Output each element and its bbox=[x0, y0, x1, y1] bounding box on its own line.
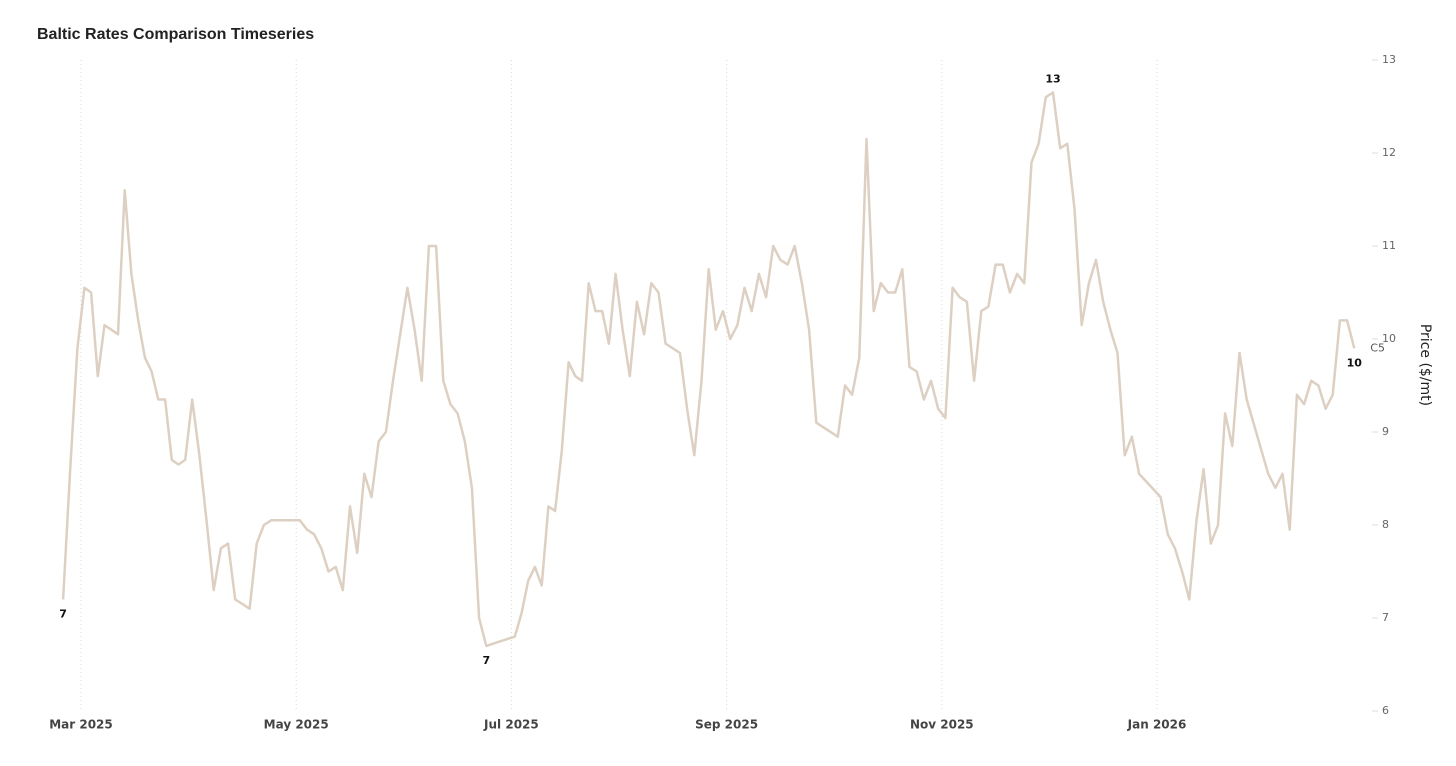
y-tick-label: 9 bbox=[1382, 425, 1389, 438]
y-tick-label: 10 bbox=[1382, 332, 1396, 345]
data-label: 10 bbox=[1347, 356, 1363, 369]
y-axis-label: Price ($/mt) bbox=[1417, 324, 1433, 406]
y-tick-label: 13 bbox=[1382, 53, 1396, 66]
data-label: 7 bbox=[59, 607, 67, 620]
x-tick-label: Jan 2026 bbox=[1127, 718, 1187, 732]
x-tick-label: Mar 2025 bbox=[49, 718, 113, 732]
x-tick-label: Nov 2025 bbox=[910, 718, 974, 732]
x-tick-label: Sep 2025 bbox=[695, 718, 758, 732]
y-tick-label: 8 bbox=[1382, 518, 1389, 531]
y-tick-label: 12 bbox=[1382, 146, 1396, 159]
y-tick-label: 7 bbox=[1382, 611, 1389, 624]
data-label: 13 bbox=[1045, 73, 1060, 86]
series-line bbox=[61, 91, 1356, 648]
y-tick-label: 11 bbox=[1382, 239, 1396, 252]
y-tick-label: 6 bbox=[1382, 704, 1389, 717]
x-tick-label: May 2025 bbox=[264, 718, 329, 732]
series-name: C5 bbox=[1370, 341, 1385, 354]
x-tick-label: Jul 2025 bbox=[483, 718, 539, 732]
chart-title: Baltic Rates Comparison Timeseries bbox=[37, 26, 314, 43]
data-label: 7 bbox=[482, 654, 490, 667]
